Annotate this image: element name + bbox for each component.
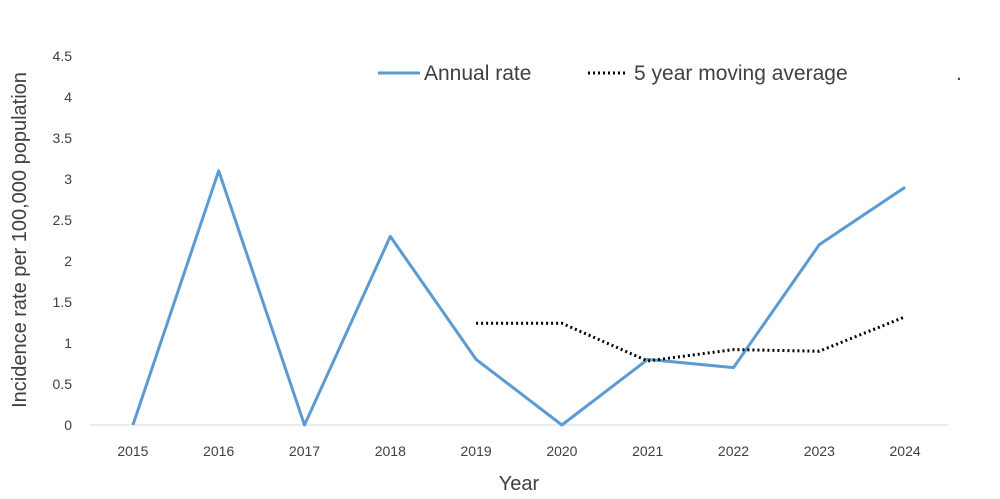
y-tick-label: 3.5 [53, 130, 73, 146]
x-axis-ticks: 2015 2016 2017 2018 2019 2020 2021 2022 2023 2024 [117, 443, 921, 459]
x-tick-label: 2018 [375, 443, 406, 459]
x-tick-label: 2017 [289, 443, 320, 459]
series-layer [131, 169, 906, 427]
y-tick-label: 2 [64, 253, 72, 269]
y-tick-label: 3 [64, 171, 72, 187]
x-tick-label: 2021 [632, 443, 663, 459]
y-tick-label: 1.5 [53, 294, 73, 310]
x-tick-label: 2024 [890, 443, 921, 459]
y-tick-label: 0 [64, 417, 72, 433]
legend-extra-mark: . [956, 62, 962, 85]
y-tick-label: 0.5 [53, 376, 73, 392]
x-tick-label: 2015 [117, 443, 148, 459]
y-tick-label: 4.5 [53, 48, 73, 64]
legend: Annual rate 5 year moving average . [378, 62, 962, 85]
x-tick-label: 2016 [203, 443, 234, 459]
legend-label-moving-average: 5 year moving average [634, 62, 848, 85]
x-tick-label: 2019 [461, 443, 492, 459]
y-tick-label: 1 [64, 335, 72, 351]
series-line-moving-average [476, 315, 906, 363]
y-tick-label: 4 [64, 89, 72, 105]
x-axis-title: Year [499, 473, 540, 495]
y-axis-ticks: 0 0.5 1 1.5 2 2.5 3 3.5 4 4.5 [53, 48, 73, 433]
legend-label-annual-rate: Annual rate [424, 62, 531, 85]
x-tick-label: 2023 [804, 443, 835, 459]
y-tick-label: 2.5 [53, 212, 73, 228]
series-line-annual-rate [131, 169, 906, 427]
y-axis-title: Incidence rate per 100,000 population [9, 72, 31, 408]
x-tick-label: 2020 [546, 443, 577, 459]
x-tick-label: 2022 [718, 443, 749, 459]
